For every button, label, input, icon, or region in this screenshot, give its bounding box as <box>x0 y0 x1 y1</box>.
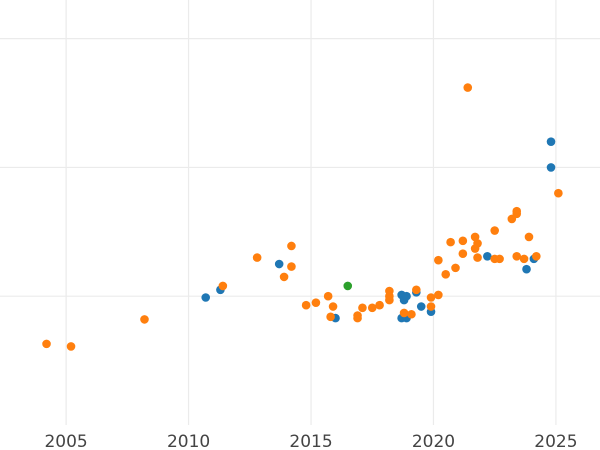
data-point-s1-11 <box>326 312 335 322</box>
data-point-s1-40 <box>495 254 504 264</box>
data-point-s1-1 <box>66 342 76 351</box>
data-point-s0-0 <box>201 293 211 302</box>
data-point-s1-20 <box>385 295 394 305</box>
data-point-s1-36 <box>473 253 482 262</box>
data-point-s1-46 <box>524 232 534 242</box>
data-point-s1-48 <box>554 188 563 198</box>
gridlines <box>0 0 600 425</box>
data-point-s1-31 <box>458 236 468 246</box>
data-point-s1-8 <box>301 300 311 310</box>
data-point-s1-23 <box>412 285 421 295</box>
data-point-s1-27 <box>434 255 443 265</box>
data-point-s1-12 <box>328 302 338 311</box>
data-point-s1-43 <box>512 209 522 219</box>
data-point-s1-25 <box>426 293 436 302</box>
data-point-s1-26 <box>434 290 443 300</box>
x-tick-label-2005: 2005 <box>44 432 87 450</box>
data-point-s2-0 <box>343 281 353 291</box>
x-tick-label-2010: 2010 <box>167 432 210 450</box>
data-point-s0-12 <box>483 251 492 261</box>
data-point-s1-45 <box>519 254 529 264</box>
data-point-s1-29 <box>446 237 455 247</box>
data-point-s1-21 <box>399 308 409 318</box>
data-point-s1-37 <box>473 239 482 248</box>
data-point-s1-10 <box>323 291 333 301</box>
data-point-s1-2 <box>140 315 149 324</box>
x-tick-label-2025: 2025 <box>534 432 577 450</box>
x-tick-label-2020: 2020 <box>412 432 455 450</box>
data-point-s1-15 <box>358 303 367 313</box>
data-point-s1-38 <box>490 226 499 235</box>
data-point-s1-30 <box>451 263 460 273</box>
data-point-s0-16 <box>546 137 556 146</box>
data-point-s1-14 <box>353 313 362 323</box>
data-point-s0-2 <box>274 259 284 269</box>
data-points <box>42 83 563 351</box>
data-point-s1-32 <box>458 249 468 259</box>
data-point-s1-33 <box>463 83 473 92</box>
data-point-s1-28 <box>441 270 451 279</box>
data-point-s1-44 <box>512 251 522 261</box>
data-point-s1-16 <box>367 303 377 313</box>
data-point-s1-0 <box>42 339 51 349</box>
data-point-s0-7 <box>402 291 411 301</box>
data-point-s1-4 <box>252 253 262 262</box>
data-point-s1-3 <box>218 281 228 291</box>
data-point-s0-15 <box>546 163 556 172</box>
x-axis-ticks: 2005 2010 2015 2020 2025 <box>44 432 577 450</box>
data-point-s1-6 <box>287 262 296 271</box>
data-point-s0-13 <box>522 264 531 274</box>
data-point-s1-7 <box>287 241 296 251</box>
data-point-s1-47 <box>532 251 541 261</box>
data-point-s1-9 <box>311 298 321 307</box>
data-point-s0-10 <box>416 302 426 311</box>
data-point-s1-24 <box>426 302 436 311</box>
data-point-s1-17 <box>375 300 384 310</box>
data-point-s1-5 <box>279 272 289 282</box>
data-point-s1-22 <box>407 309 416 319</box>
x-tick-label-2015: 2015 <box>289 432 332 450</box>
